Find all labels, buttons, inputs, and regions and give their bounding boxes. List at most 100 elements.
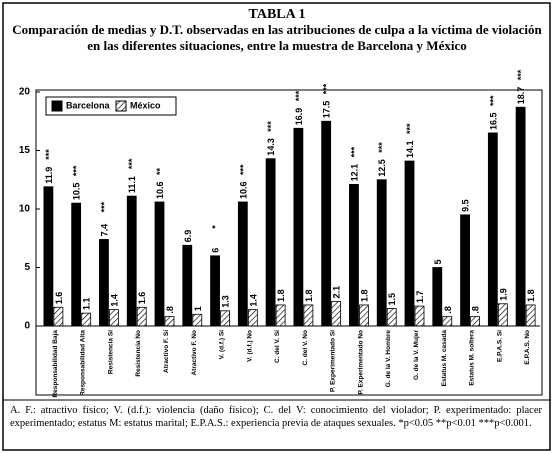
bar — [99, 239, 109, 327]
footnote: A. F.: atractivo físico; V. (d.f.): viol… — [10, 405, 542, 429]
bar — [293, 127, 304, 327]
x-tick-label: Atractivo F. No — [191, 330, 198, 376]
value-label: 11.9 — [44, 167, 54, 184]
x-tick-label: G. de la V. Mujer — [413, 330, 420, 380]
x-tick-label: E.P.A.S. No — [524, 330, 531, 365]
value-label: 14.1 — [405, 140, 415, 158]
significance-mark: *** — [266, 121, 276, 132]
value-label: 2.1 — [332, 286, 342, 299]
x-tick-label: E.P.A.S. Sí — [496, 330, 503, 362]
y-tick-label: 15 — [19, 145, 31, 156]
y-tick-label: 5 — [24, 262, 30, 273]
value-label: 5 — [433, 259, 443, 264]
value-label: 1.9 — [498, 288, 508, 301]
value-label: .8 — [443, 306, 453, 314]
bar — [71, 202, 82, 327]
bar — [331, 301, 342, 327]
value-label: 16.5 — [488, 112, 498, 130]
bar — [349, 184, 359, 327]
bar — [164, 316, 175, 327]
value-label: 1.8 — [526, 289, 536, 302]
chart-subtitle: Comparación de medias y D.T. observadas … — [12, 22, 542, 53]
value-label: 1.1 — [82, 298, 92, 311]
x-tick-label: Atractivo F. Sí — [163, 330, 170, 373]
subtitle-box: Comparación de medias y D.T. observadas … — [12, 22, 542, 53]
x-tick-label: Estatus M. casada — [441, 330, 448, 387]
bar — [303, 304, 314, 327]
bar — [442, 316, 453, 327]
value-label: 16.9 — [294, 108, 304, 126]
value-label: 7.4 — [99, 224, 109, 237]
value-label: 9.5 — [461, 199, 471, 212]
value-label: 1 — [193, 306, 203, 311]
value-label: 12.5 — [377, 159, 387, 177]
bar — [53, 306, 64, 327]
bar — [220, 310, 230, 327]
bar — [247, 309, 258, 327]
value-label: 6 — [211, 248, 221, 253]
significance-mark: *** — [349, 146, 359, 157]
bar — [525, 304, 536, 327]
bar — [432, 267, 443, 327]
x-tick-label: Resistencia Sí — [107, 330, 114, 374]
y-tick-label: 20 — [19, 87, 31, 98]
bar — [460, 214, 470, 327]
x-tick-label: P. Experimentado No — [357, 330, 364, 395]
value-label: 10.5 — [72, 183, 82, 201]
bar — [515, 106, 526, 327]
bar — [109, 309, 119, 327]
bar — [275, 304, 286, 327]
significance-mark: *** — [99, 201, 109, 212]
value-label: 1.7 — [415, 291, 425, 304]
legend-swatch — [51, 100, 63, 112]
bar — [192, 313, 203, 327]
x-tick-label: G. de la V. Hombre — [385, 330, 392, 388]
significance-mark: *** — [516, 69, 526, 80]
bar — [265, 158, 276, 327]
value-label: 10.6 — [238, 181, 248, 199]
bar — [487, 132, 498, 327]
significance-mark: *** — [44, 149, 54, 160]
bar — [126, 195, 137, 327]
x-tick-label: Responsabilidad Baja — [52, 330, 59, 398]
value-label: 10.6 — [155, 181, 165, 199]
bar — [43, 186, 54, 327]
bar — [470, 316, 480, 327]
bar — [404, 160, 415, 327]
value-label: .8 — [471, 306, 481, 314]
chart-title: TABLA 1 — [249, 7, 306, 22]
value-label: .8 — [165, 306, 175, 314]
value-label: 6.9 — [183, 230, 193, 243]
value-label: 1.8 — [359, 289, 369, 302]
significance-mark: *** — [488, 95, 498, 106]
significance-mark: *** — [377, 142, 387, 153]
legend-box — [45, 96, 177, 116]
value-label: 1.3 — [221, 295, 231, 308]
value-label: 1.5 — [387, 293, 397, 306]
significance-mark: *** — [322, 83, 332, 94]
legend-swatch — [115, 100, 127, 112]
value-label: 12.1 — [349, 164, 359, 182]
x-tick-label: Resistencia No — [135, 330, 142, 377]
x-tick-label: V. (d.f.) No — [246, 330, 253, 362]
bar — [210, 255, 220, 327]
bar — [154, 201, 165, 327]
y-tick-label: 10 — [19, 204, 31, 215]
bar — [359, 304, 369, 327]
value-label: 1.4 — [248, 294, 258, 307]
bar — [376, 179, 387, 327]
significance-mark: *** — [238, 164, 248, 175]
value-label: 1.6 — [137, 292, 147, 305]
x-tick-label: C. del V. Sí — [274, 330, 281, 363]
significance-mark: ** — [155, 167, 165, 175]
bar — [414, 305, 425, 327]
legend-label: México — [130, 100, 161, 110]
x-tick-label: V. (d.f.) Sí — [219, 330, 226, 360]
bar — [497, 303, 508, 327]
significance-mark: *** — [294, 90, 304, 101]
value-label: 1.8 — [304, 289, 314, 302]
x-tick-label: Responsabilidad Alta — [80, 330, 87, 396]
